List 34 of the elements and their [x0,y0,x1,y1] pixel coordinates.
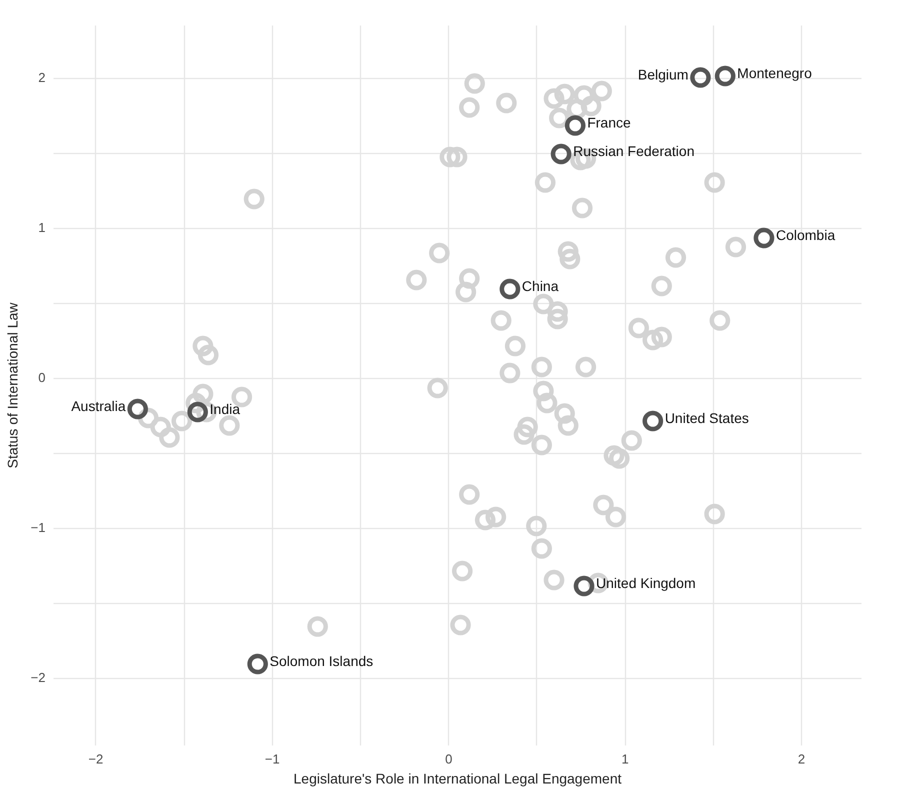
point [500,278,520,300]
point [642,410,664,432]
point [690,67,711,88]
y-tick-label: 1 [38,220,46,235]
x-axis-title: Legislature's Role in International Legal Engagement [293,770,622,786]
point [754,228,774,248]
annotation: Solomon Islands [270,653,374,669]
y-tick-label: −1 [30,520,46,535]
annotation: United States [664,410,749,426]
annotation: Colombia [776,227,836,243]
annotation: India [210,401,240,417]
annotation: United Kingdom [596,575,696,591]
point [574,576,594,596]
annotation: China [522,278,559,294]
point [714,66,736,86]
y-tick-label: 2 [38,70,46,85]
annotation: Belgium [638,66,688,82]
x-tick-label: −1 [264,752,280,766]
annotation: France [587,114,631,130]
x-tick-label: −2 [88,752,104,766]
x-tick-label: 2 [798,752,806,766]
annotation: Montenegro [737,65,812,81]
y-tick-label: 0 [38,370,46,385]
point [127,398,148,420]
point [550,144,572,164]
point [187,402,208,422]
annotation: Russian Federation [573,143,694,159]
point [247,654,268,674]
point [564,115,586,136]
x-tick-label: 0 [445,752,452,766]
y-axis-title: Status of International Law [4,302,21,468]
y-tick-label: −2 [30,670,46,685]
annotation: Australia [71,398,126,414]
x-tick-label: 1 [621,752,629,766]
